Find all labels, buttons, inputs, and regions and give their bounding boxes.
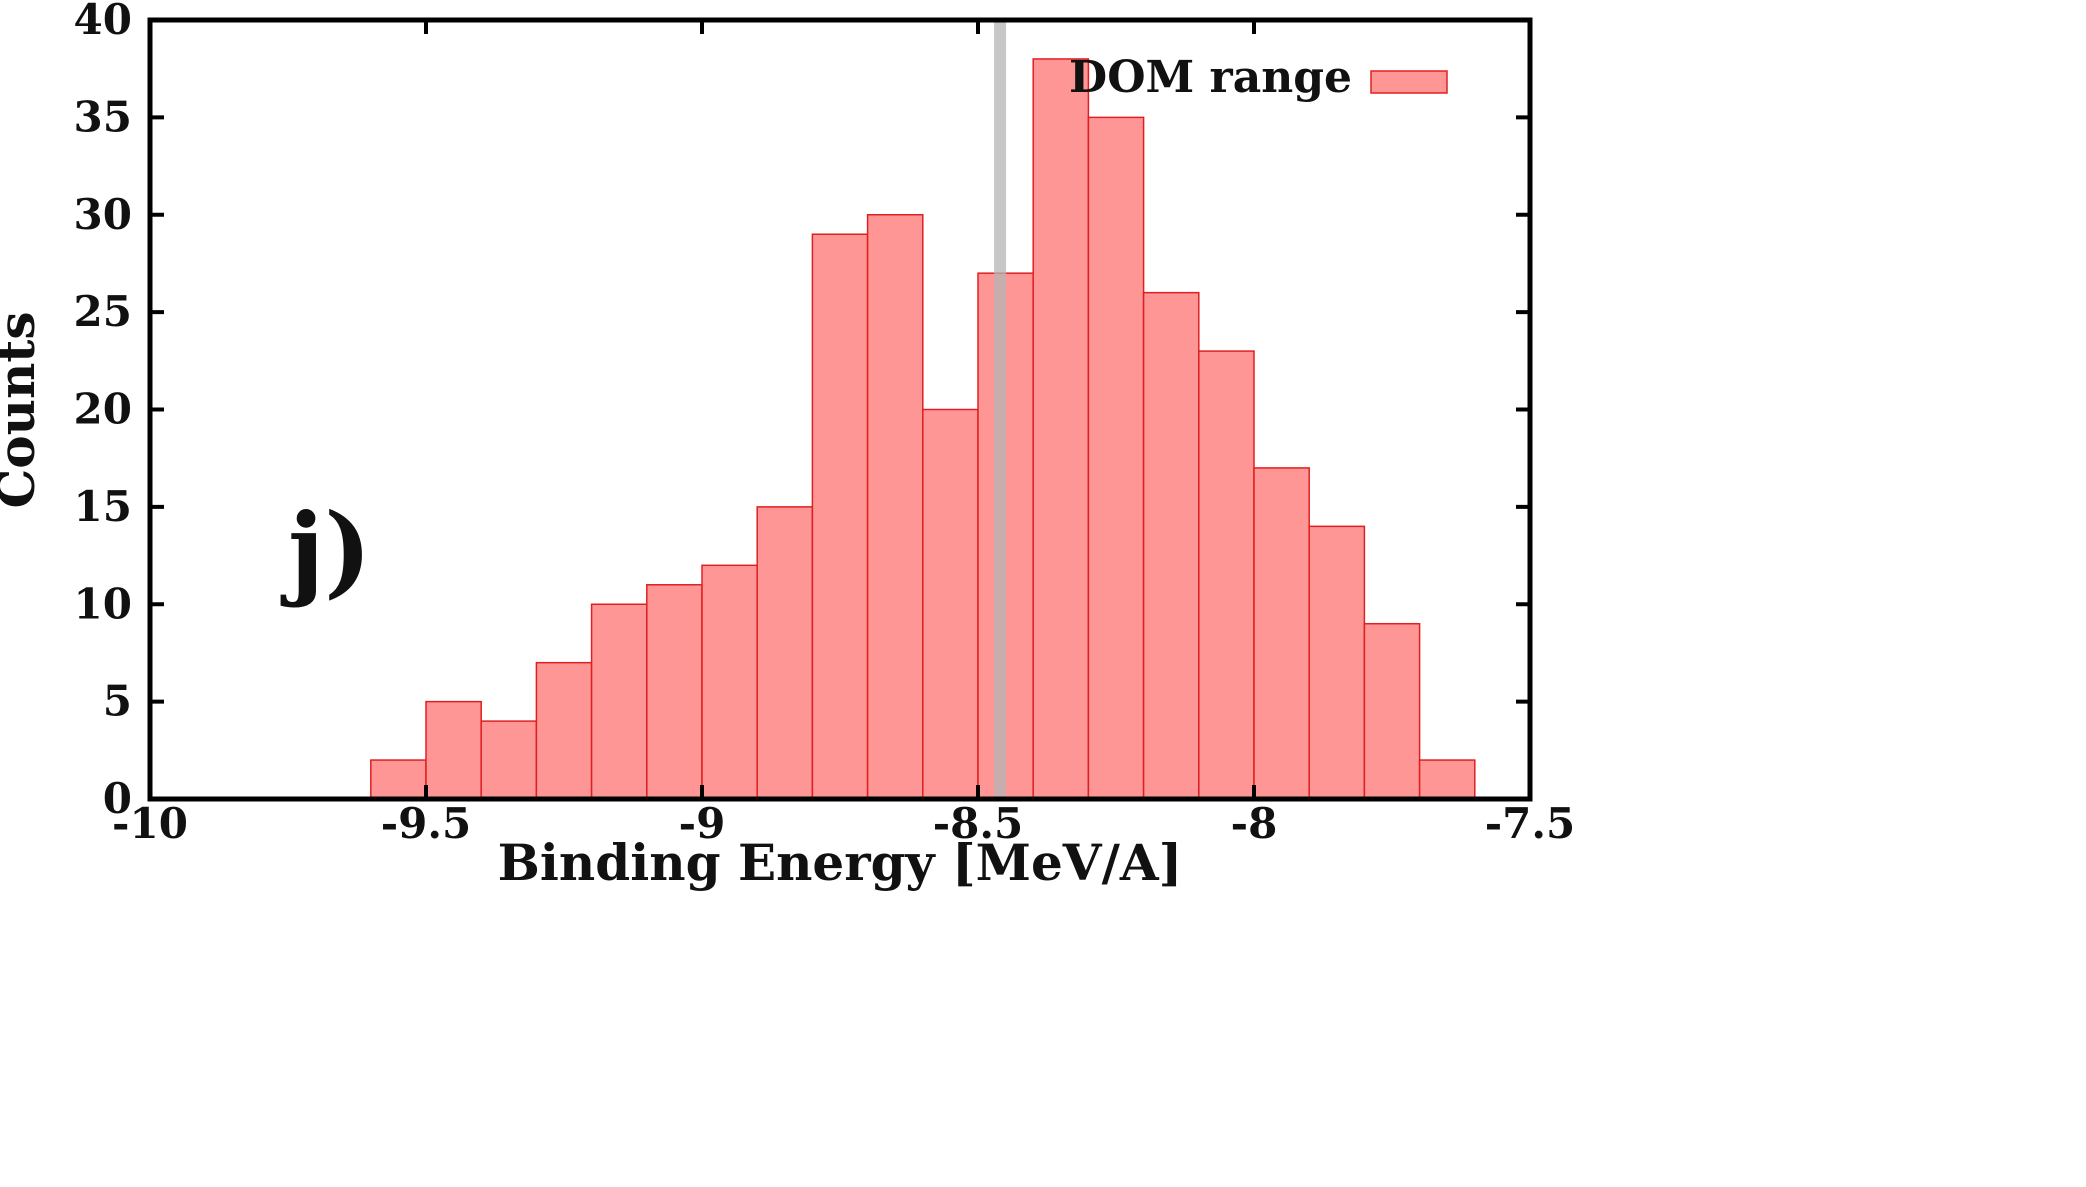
x-tick-label: -9.5: [381, 799, 472, 848]
histogram-bar: [866, 214, 924, 800]
y-tick-label: 40: [74, 0, 132, 44]
histogram-bar: [425, 700, 482, 800]
histogram-bar: [1142, 291, 1200, 800]
histogram-bar: [1363, 622, 1421, 800]
histogram-bar: [1253, 467, 1310, 800]
histogram-bar: [922, 408, 979, 800]
histogram-bar: [1087, 116, 1145, 800]
histogram-bar: [811, 233, 869, 800]
histogram-bar: [646, 584, 703, 800]
x-tick-label: -8: [1231, 799, 1278, 848]
histogram-bar: [535, 661, 593, 800]
y-tick-label: 0: [103, 774, 132, 823]
y-tick-label: 10: [74, 579, 132, 628]
histogram-bar: [756, 506, 814, 800]
x-tick-label: -7.5: [1485, 799, 1576, 848]
plot-frame: [147, 17, 1533, 802]
legend-swatch: [1370, 70, 1448, 94]
histogram-bar: [480, 720, 538, 800]
histogram-bar: [1308, 525, 1366, 800]
y-axis-title: Counts: [0, 311, 46, 508]
histogram-bar: [1032, 58, 1090, 800]
y-tick-label: 30: [74, 190, 132, 239]
x-tick-label: -10: [112, 799, 188, 848]
reference-line: [994, 20, 1007, 799]
y-tick-label: 20: [74, 385, 132, 434]
x-tick-label: -9: [679, 799, 726, 848]
legend-label: DOM range: [1069, 52, 1352, 103]
bars-group: [370, 58, 1476, 800]
y-tick-label: 35: [74, 92, 132, 141]
y-tick-label: 5: [103, 677, 132, 726]
histogram-bar: [1198, 350, 1255, 800]
x-tick-label: -8.5: [933, 799, 1024, 848]
histogram-bar: [1418, 759, 1476, 800]
histogram-bar: [590, 603, 648, 800]
y-tick-label: 25: [74, 287, 132, 336]
legend: DOM range: [1069, 52, 1448, 103]
x-tick-labels: -10 -9.5 -9 -8.5 -8 -7.5: [112, 799, 1575, 848]
x-axis-title: Binding Energy [MeV/A]: [498, 833, 1183, 892]
y-tick-labels: 0 5 10 15 20 25 30 35 40: [74, 0, 132, 823]
panel-label: j): [280, 491, 372, 609]
y-tick-label: 15: [74, 482, 132, 531]
histogram-bar: [701, 564, 758, 800]
histogram-bar: [370, 759, 427, 800]
